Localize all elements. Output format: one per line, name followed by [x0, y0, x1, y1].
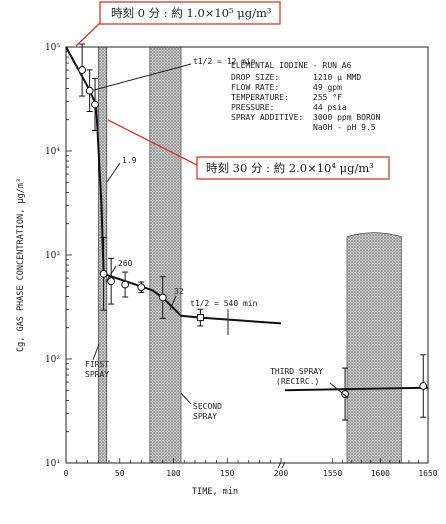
x-tick-label: 100	[166, 469, 181, 478]
callout-2-leader	[107, 119, 198, 166]
callout-2-text: 時刻 30 分 : 約 2.0×10⁴ μg/m³	[206, 161, 374, 175]
spray-leader-3	[329, 382, 349, 399]
fit-line-1	[65, 46, 98, 105]
half-life-leader-1	[93, 63, 192, 91]
y-axis-title: Cg, GAS PHASE CONCENTRATION, μg/m³	[16, 178, 26, 352]
callout-1-leader	[75, 22, 101, 47]
y-tick-label: 10¹	[45, 459, 60, 469]
half-life-label-1: t1/2 = 12 min	[193, 57, 256, 66]
slope-leader-c	[169, 295, 177, 311]
axis-break	[277, 461, 286, 469]
x-tick-label: 200	[274, 469, 289, 478]
y-tick-label: 10³	[45, 251, 60, 261]
spray-label-3b: (RECIRC.)	[276, 377, 319, 386]
half-life-label-2: t1/2 = 540 min	[190, 299, 258, 308]
spray-label-2a: SECOND	[193, 402, 222, 411]
callout-1: 時刻 0 分 : 約 1.0×10⁵ μg/m³	[75, 1, 281, 47]
callout-2: 時刻 30 分 : 約 2.0×10⁴ μg/m³	[107, 119, 390, 180]
slope-label-c: 32	[174, 287, 184, 296]
info-label-2: TEMPERATURE:	[231, 93, 289, 102]
spray-label-3a: THIRD SPRAY	[270, 367, 323, 376]
x-tick-label: 1600	[371, 469, 390, 478]
annotations: t1/2 = 12 min 1.9 260 32 t1/2 = 540 min …	[85, 57, 349, 421]
spray-band-2	[149, 46, 182, 464]
callout-1-text: 時刻 0 分 : 約 1.0×10⁵ μg/m³	[111, 6, 272, 20]
spray-label-1b: SPRAY	[85, 370, 109, 379]
data-point	[137, 283, 146, 292]
spray-label-2b: SPRAY	[193, 412, 217, 421]
data-point	[121, 280, 130, 289]
y-tick-label: 10²	[45, 355, 60, 365]
x-axis-title: TIME, min	[192, 487, 238, 497]
spray-leader-2	[180, 392, 192, 405]
y-tick-label: 10⁵	[45, 43, 60, 53]
run-info: ELEMENTAL IODINE - RUN A6 DROP SIZE: 121…	[231, 61, 381, 132]
info-label-3: PRESSURE:	[231, 103, 274, 112]
info-value-4: 3000 ppm BORON	[313, 113, 381, 122]
info-value-1: 49 gpm	[313, 83, 342, 92]
data-point	[341, 390, 349, 398]
slope-leader-b	[105, 265, 117, 283]
x-tick-label: 1550	[323, 469, 342, 478]
x-tick-label: 1650	[418, 469, 437, 478]
info-value-0: 1210 μ MMD	[313, 73, 361, 82]
data-point	[419, 382, 428, 390]
fit-line-2	[95, 104, 105, 274]
x-tick-label: 0	[64, 469, 69, 478]
data-point	[196, 314, 204, 322]
fit-line-4	[284, 386, 429, 392]
info-title: ELEMENTAL IODINE - RUN A6	[231, 61, 352, 70]
x-tick-label: 50	[115, 469, 125, 478]
slope-label-b: 260	[118, 259, 133, 268]
data-point	[107, 277, 116, 286]
info-label-0: DROP SIZE:	[231, 73, 279, 82]
y-tick-label: 10⁴	[45, 147, 60, 157]
info-value-3: 44 psia	[313, 103, 347, 112]
data-point	[91, 100, 99, 109]
data-point	[99, 269, 108, 278]
spray-leader-1	[92, 343, 100, 361]
spray-band-3	[346, 232, 402, 464]
info-value-2: 255 °F	[313, 93, 342, 102]
slope-leader-a	[106, 162, 121, 183]
x-tick-label: 150	[220, 469, 235, 478]
info-value-5: NaOH - pH 9.5	[313, 123, 376, 132]
spray-label-1a: FIRST	[85, 360, 109, 369]
data-point	[85, 86, 94, 95]
info-label-1: FLOW RATE:	[231, 83, 279, 92]
info-label-4: SPRAY ADDITIVE:	[231, 113, 303, 122]
slope-label-a: 1.9	[122, 156, 137, 165]
data-point	[158, 293, 167, 302]
data-point	[78, 66, 87, 74]
